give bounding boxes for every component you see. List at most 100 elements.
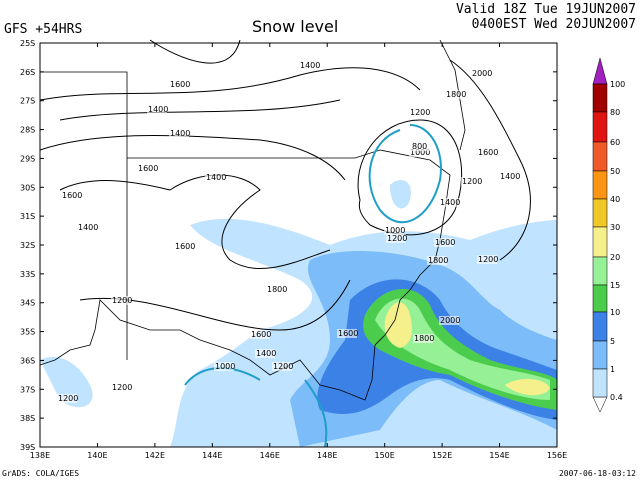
lat-label: 32S <box>20 241 35 250</box>
colorbar-label: 15 <box>610 281 620 290</box>
shade-light <box>40 356 93 408</box>
contour-label: 1600 <box>170 80 190 89</box>
contour-label: 1800 <box>446 90 466 99</box>
label-bg <box>169 80 189 89</box>
colorbar-label: 80 <box>610 108 620 117</box>
lat-label: 28S <box>20 126 35 135</box>
footer-left: GrADS: COLA/IGES <box>2 469 79 478</box>
label-bg <box>445 90 465 99</box>
colorbar-label: 50 <box>610 167 620 176</box>
label-bg <box>205 173 225 182</box>
lon-label: 148E <box>317 451 337 460</box>
lat-label: 27S <box>20 97 35 106</box>
contour-label: 1400 <box>78 223 98 232</box>
label-bg <box>272 362 292 371</box>
contour <box>357 119 462 236</box>
contour-label: 1200 <box>112 383 132 392</box>
colorbar-box <box>592 256 608 286</box>
colorbar-box <box>592 111 608 143</box>
contour-label: 1600 <box>478 148 498 157</box>
contour <box>39 135 346 181</box>
contour <box>79 279 351 331</box>
lat-label: 30S <box>20 183 35 192</box>
colorbar-box <box>592 368 608 398</box>
map-title: Snow level <box>252 17 338 36</box>
label-bg <box>386 234 406 243</box>
colorbar-label: 40 <box>610 195 620 204</box>
label-bg <box>61 191 81 200</box>
lon-label: 152E <box>432 451 452 460</box>
contour-label: 1600 <box>138 164 158 173</box>
colorbar-box <box>592 170 608 200</box>
contour-label: 1800 <box>428 256 448 265</box>
contour-label: 1200 <box>58 394 78 403</box>
lon-label: 150E <box>375 451 395 460</box>
colorbar-box <box>592 311 608 342</box>
label-bg <box>169 129 189 138</box>
contour <box>149 39 241 64</box>
lat-label: 33S <box>20 270 35 279</box>
lon-label: 142E <box>145 451 165 460</box>
lat-label: 29S <box>20 154 35 163</box>
shade-yellow <box>505 378 550 396</box>
label-bg <box>439 198 459 207</box>
contour-label: 1600 <box>175 242 195 251</box>
contour-label: 1600 <box>251 330 271 339</box>
contour-label: 1800 <box>267 285 287 294</box>
contour-label: 1400 <box>500 172 520 181</box>
label-bg <box>337 329 357 338</box>
label-bg <box>411 142 431 151</box>
colorbar-box <box>592 340 608 370</box>
label-bg <box>461 177 481 186</box>
contour-label: 1400 <box>206 173 226 182</box>
colorbar-box <box>592 284 608 313</box>
label-bg <box>266 285 286 294</box>
colorbar-label: 0.4 <box>610 393 623 402</box>
lat-label: 37S <box>20 385 35 394</box>
colorbar-label: 30 <box>610 223 620 232</box>
label-bg <box>384 226 404 235</box>
label-bg <box>413 334 433 343</box>
contour-freezing <box>304 379 328 448</box>
footer-right: 2007-06-18-03:12 <box>559 469 636 478</box>
contour-label: 1000 <box>410 148 430 157</box>
label-bg <box>111 383 131 392</box>
colorbar-box <box>592 83 608 113</box>
contour-label: 1200 <box>387 234 407 243</box>
label-bg <box>434 238 454 247</box>
contour <box>449 59 531 261</box>
lat-label: 36S <box>20 356 35 365</box>
contour <box>59 174 331 269</box>
label-bg <box>57 394 77 403</box>
contour-label: 1400 <box>256 349 276 358</box>
lat-label: 25S <box>20 39 35 48</box>
label-bg <box>477 255 497 264</box>
lon-label: 154E <box>489 451 509 460</box>
contour-label: 1200 <box>112 296 132 305</box>
label-bg <box>147 105 167 114</box>
contour-label: 1600 <box>338 329 358 338</box>
lat-label: 38S <box>20 414 35 423</box>
colorbar-box <box>592 198 608 228</box>
lat-label: 26S <box>20 68 35 77</box>
contours <box>39 39 531 448</box>
contour-freezing <box>368 124 442 224</box>
contour-label: 1400 <box>300 61 320 70</box>
valid-time: Valid 18Z Tue 19JUN2007 <box>456 2 636 17</box>
model-run: GFS +54HRS <box>4 22 82 37</box>
contour-label: 1200 <box>478 255 498 264</box>
contour-label: 1000 <box>385 226 405 235</box>
snow-shading <box>40 180 557 447</box>
lon-label: 156E <box>547 451 567 460</box>
contour-label: 1800 <box>414 334 434 343</box>
contour-label: 1200 <box>410 108 430 117</box>
colorbar-label: 60 <box>610 138 620 147</box>
colorbar-label: 10 <box>610 308 620 317</box>
label-bg <box>250 330 270 339</box>
lat-label: 35S <box>20 328 35 337</box>
contour-label: 1600 <box>62 191 82 200</box>
label-bg <box>299 61 319 70</box>
contour-label: 1200 <box>273 362 293 371</box>
label-bg <box>214 362 234 371</box>
